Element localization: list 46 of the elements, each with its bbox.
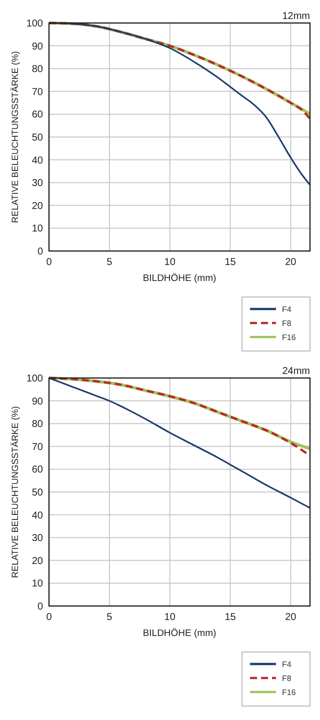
y-tick-label: 40 — [32, 155, 44, 166]
x-axis-title: BILDHÖHE (mm) — [142, 628, 216, 639]
y-tick-label: 10 — [32, 578, 44, 590]
line-series — [48, 22, 311, 186]
y-tick-label: 90 — [32, 41, 44, 52]
legend-label: F8 — [282, 674, 292, 683]
x-tick-label: 20 — [285, 257, 297, 268]
y-tick-label: 20 — [32, 200, 44, 212]
y-tick-label: 80 — [32, 419, 44, 430]
y-tick-label: 30 — [32, 533, 44, 544]
y-axis-title: RELATIVE BELEUCHTUNGSSTÄRKE (%) — [10, 51, 20, 223]
y-tick-label: 90 — [32, 396, 44, 408]
y-tick-label: 30 — [32, 178, 44, 190]
legend-label: F16 — [282, 688, 296, 697]
x-tick-label: 5 — [106, 257, 113, 268]
x-tick-label: 20 — [285, 612, 297, 623]
chart-title: 24mm — [282, 366, 310, 377]
y-tick-label: 20 — [32, 556, 44, 567]
chart-title: 12mm — [282, 11, 310, 22]
x-tick-label: 0 — [46, 257, 52, 268]
y-tick-label: 70 — [32, 442, 44, 453]
legend-label: F8 — [282, 318, 292, 328]
legend-label: F16 — [282, 332, 296, 342]
y-tick-label: 100 — [26, 18, 44, 30]
y-tick-label: 50 — [32, 488, 44, 498]
x-tick-label: 15 — [224, 257, 236, 268]
y-tick-label: 70 — [32, 86, 44, 98]
y-axis-title: RELATIVE BELEUCHTUNGSSTÄRKE (%) — [10, 406, 20, 578]
x-axis-title: BILDHÖHE (mm) — [142, 273, 216, 284]
y-tick-label: 60 — [32, 110, 44, 121]
y-tick-label: 10 — [32, 224, 44, 235]
y-tick-label: 100 — [26, 374, 44, 384]
x-tick-label: 10 — [164, 612, 176, 623]
line-series — [48, 377, 311, 509]
x-tick-label: 5 — [106, 612, 113, 623]
x-tick-label: 10 — [164, 257, 176, 268]
legend-label: F4 — [282, 660, 292, 669]
x-tick-label: 15 — [224, 612, 236, 623]
x-tick-label: 0 — [46, 612, 52, 623]
y-tick-label: 0 — [37, 246, 44, 258]
y-tick-label: 40 — [32, 510, 44, 522]
legend-label: F4 — [282, 304, 292, 314]
y-tick-label: 0 — [37, 602, 44, 612]
y-tick-label: 60 — [32, 464, 44, 476]
y-tick-label: 80 — [32, 64, 44, 76]
y-tick-label: 50 — [32, 132, 44, 144]
